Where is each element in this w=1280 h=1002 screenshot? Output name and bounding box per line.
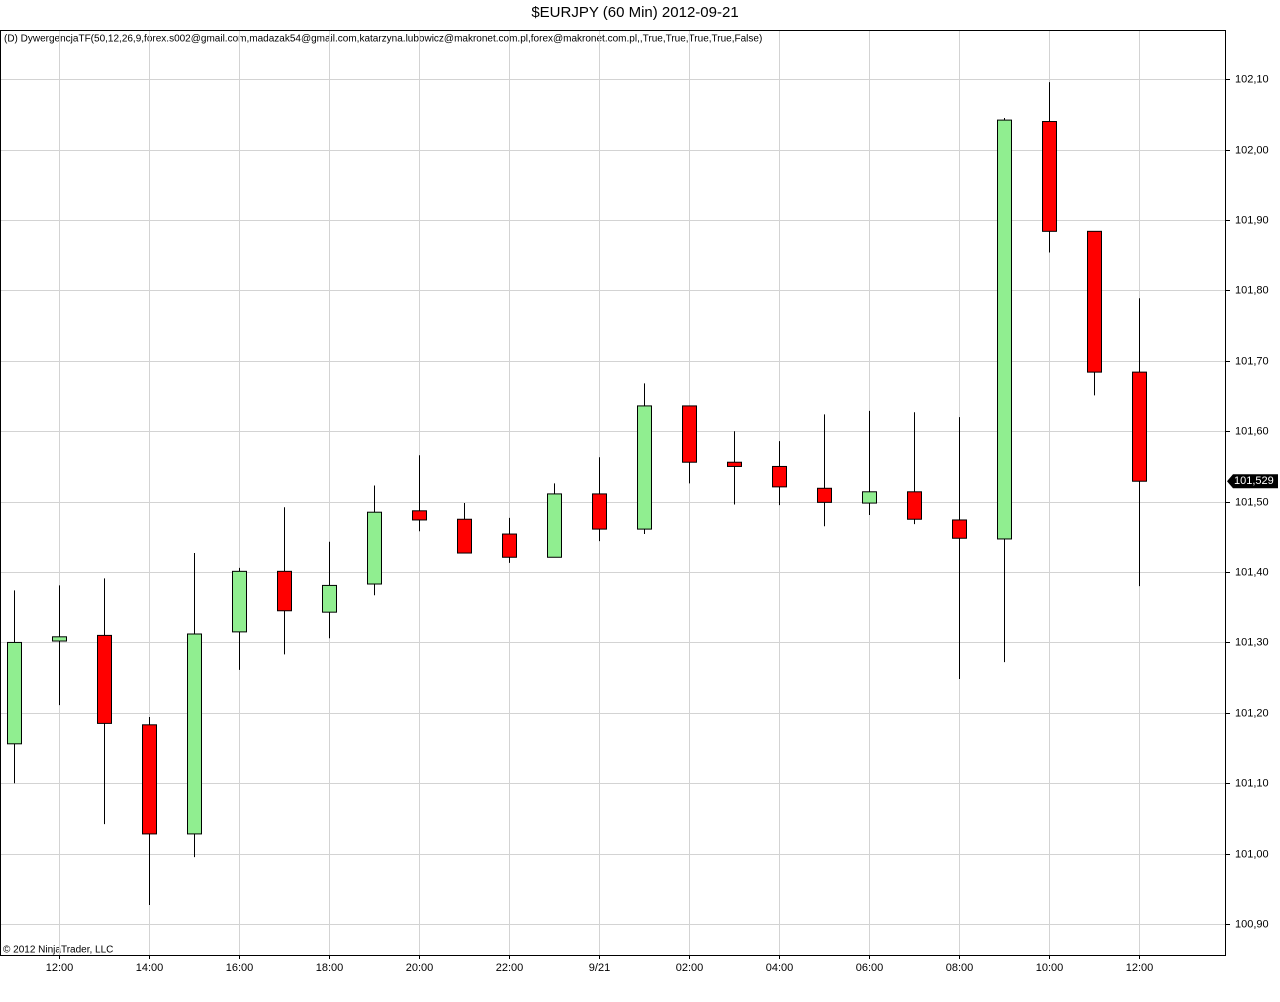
y-tick-label: 101,50 bbox=[1235, 496, 1269, 508]
y-tick-label: 101,10 bbox=[1235, 777, 1269, 789]
chart-title: $EURJPY (60 Min) 2012-09-21 bbox=[531, 4, 738, 21]
candle-body bbox=[592, 493, 607, 530]
y-tick-label: 101,70 bbox=[1235, 355, 1269, 367]
candle-body bbox=[817, 487, 832, 503]
copyright: © 2012 NinjaTrader, LLC bbox=[3, 945, 113, 956]
y-tick-label: 101,30 bbox=[1235, 636, 1269, 648]
candle-body bbox=[1132, 371, 1147, 482]
x-tick-label: 08:00 bbox=[946, 962, 974, 974]
candle-body bbox=[772, 465, 787, 488]
candle-body bbox=[187, 633, 202, 835]
y-tick-label: 101,00 bbox=[1235, 848, 1269, 860]
x-tick-label: 14:00 bbox=[136, 962, 164, 974]
y-tick-label: 101,60 bbox=[1235, 425, 1269, 437]
x-tick-label: 04:00 bbox=[766, 962, 794, 974]
candle-body bbox=[412, 510, 427, 521]
y-tick-label: 101,80 bbox=[1235, 284, 1269, 296]
x-tick-label: 10:00 bbox=[1036, 962, 1064, 974]
candle-body bbox=[682, 405, 697, 463]
candle-body bbox=[322, 584, 337, 613]
candle-body bbox=[1042, 121, 1057, 232]
candle-body bbox=[637, 405, 652, 530]
candle-body bbox=[277, 570, 292, 612]
candle-body bbox=[952, 519, 967, 539]
candle-body bbox=[502, 533, 517, 558]
last-price-marker bbox=[1227, 474, 1278, 489]
y-tick-label: 101,20 bbox=[1235, 707, 1269, 719]
candle-body bbox=[997, 119, 1012, 540]
y-tick-label: 102,10 bbox=[1235, 73, 1269, 85]
y-tick-label: 101,90 bbox=[1235, 214, 1269, 226]
candle-body bbox=[862, 491, 877, 504]
x-tick-label: 9/21 bbox=[589, 962, 610, 974]
x-tick-label: 12:00 bbox=[1126, 962, 1154, 974]
candle-body bbox=[97, 634, 112, 724]
plot-frame bbox=[0, 30, 1226, 956]
x-tick-label: 18:00 bbox=[316, 962, 344, 974]
y-tick-label: 100,90 bbox=[1235, 918, 1269, 930]
candle-body bbox=[727, 461, 742, 467]
candle-body bbox=[52, 636, 67, 642]
x-tick-label: 22:00 bbox=[496, 962, 524, 974]
x-tick-label: 02:00 bbox=[676, 962, 704, 974]
x-tick-label: 20:00 bbox=[406, 962, 434, 974]
last-price-label: 101,529 bbox=[1234, 475, 1274, 487]
candle-body bbox=[142, 724, 157, 835]
candle-body bbox=[547, 493, 562, 558]
candle-body bbox=[457, 518, 472, 554]
x-tick-label: 16:00 bbox=[226, 962, 254, 974]
candle-body bbox=[907, 491, 922, 520]
candle-body bbox=[1087, 230, 1102, 373]
candle-body bbox=[367, 511, 382, 585]
candle-body bbox=[232, 570, 247, 633]
x-tick-label: 06:00 bbox=[856, 962, 884, 974]
x-tick-label: 12:00 bbox=[46, 962, 74, 974]
y-tick-label: 101,40 bbox=[1235, 566, 1269, 578]
y-tick-label: 102,00 bbox=[1235, 144, 1269, 156]
indicator-label: (D) DywergencjaTF(50,12,26,9,forex.s002@… bbox=[4, 34, 762, 45]
candle-body bbox=[7, 641, 22, 745]
